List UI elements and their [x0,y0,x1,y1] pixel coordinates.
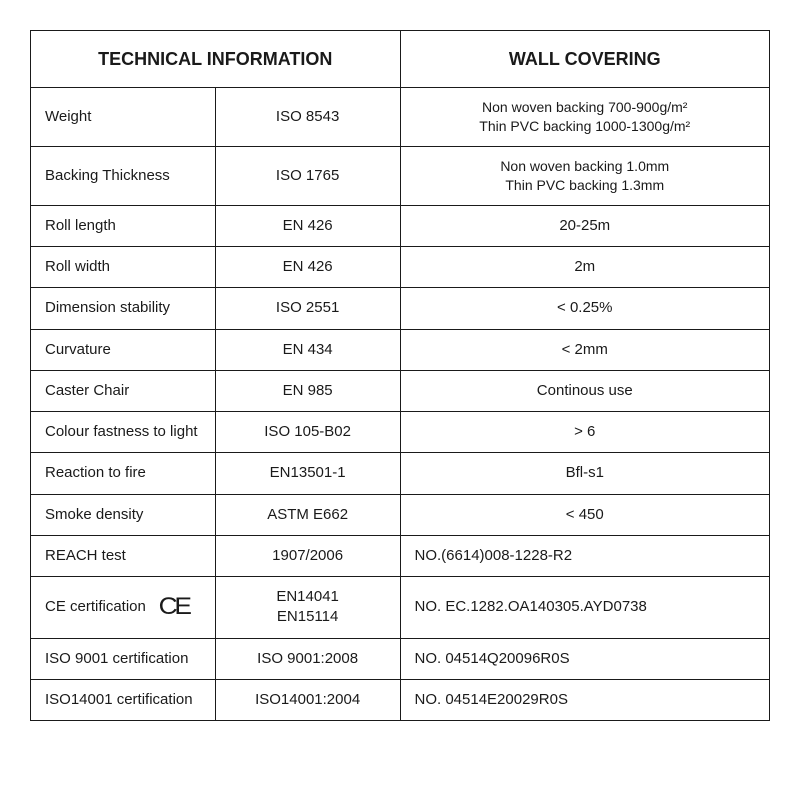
table-row: ISO 9001 certificationISO 9001:2008NO. 0… [31,638,770,679]
value-cell: Continous use [400,370,770,411]
property-cell: ISO 9001 certification [31,638,216,679]
standard-cell: EN 434 [215,329,400,370]
value-cell: NO.(6614)008-1228-R2 [400,535,770,576]
header-wall-covering: WALL COVERING [400,31,770,88]
standard-cell: ISO 9001:2008 [215,638,400,679]
spec-table: TECHNICAL INFORMATION WALL COVERING Weig… [30,30,770,721]
table-row: WeightISO 8543Non woven backing 700-900g… [31,88,770,147]
value-cell: 2m [400,247,770,288]
property-cell: Curvature [31,329,216,370]
table-row: Smoke densityASTM E662< 450 [31,494,770,535]
value-cell: Bfl-s1 [400,453,770,494]
table-body: WeightISO 8543Non woven backing 700-900g… [31,88,770,721]
value-cell: NO. EC.1282.OA140305.AYD0738 [400,577,770,639]
value-line: Non woven backing 1.0mm [415,157,756,176]
standard-cell: ISO14001:2004 [215,679,400,720]
standard-cell: ISO 8543 [215,88,400,147]
value-cell: 20-25m [400,205,770,246]
value-line: Thin PVC backing 1000-1300g/m² [415,117,756,136]
property-cell: Roll width [31,247,216,288]
property-cell: Dimension stability [31,288,216,329]
standard-cell: ISO 1765 [215,147,400,206]
standard-cell: ISO 105-B02 [215,412,400,453]
standard-line: EN14041 [230,587,386,607]
standard-cell: ASTM E662 [215,494,400,535]
value-cell: < 450 [400,494,770,535]
header-tech-info: TECHNICAL INFORMATION [31,31,401,88]
property-cell: Weight [31,88,216,147]
value-cell: < 2mm [400,329,770,370]
ce-mark-icon: CE [159,591,189,623]
property-cell: Reaction to fire [31,453,216,494]
standard-cell: EN13501-1 [215,453,400,494]
value-cell: NO. 04514E20029R0S [400,679,770,720]
property-cell: Caster Chair [31,370,216,411]
table-row: Roll lengthEN 42620-25m [31,205,770,246]
property-cell: Backing Thickness [31,147,216,206]
standard-cell: EN 985 [215,370,400,411]
property-cell: ISO14001 certification [31,679,216,720]
value-line: Non woven backing 700-900g/m² [415,98,756,117]
standard-cell: EN 426 [215,205,400,246]
standard-cell: EN 426 [215,247,400,288]
table-row: CurvatureEN 434< 2mm [31,329,770,370]
table-row: ISO14001 certificationISO14001:2004NO. 0… [31,679,770,720]
table-row: CE certificationCEEN14041EN15114NO. EC.1… [31,577,770,639]
property-cell: CE certification CE [31,577,216,639]
table-row: Roll widthEN 4262m [31,247,770,288]
property-cell: Smoke density [31,494,216,535]
property-cell: Roll length [31,205,216,246]
standard-cell: EN14041EN15114 [215,577,400,639]
value-cell: > 6 [400,412,770,453]
value-cell: Non woven backing 700-900g/m²Thin PVC ba… [400,88,770,147]
value-cell: Non woven backing 1.0mmThin PVC backing … [400,147,770,206]
standard-line: EN15114 [230,607,386,627]
standard-cell: 1907/2006 [215,535,400,576]
value-cell: < 0.25% [400,288,770,329]
value-line: Thin PVC backing 1.3mm [415,176,756,195]
property-label: CE certification [45,597,146,617]
table-row: Reaction to fireEN13501-1Bfl-s1 [31,453,770,494]
property-cell: REACH test [31,535,216,576]
table-row: Colour fastness to lightISO 105-B02> 6 [31,412,770,453]
table-row: Backing ThicknessISO 1765Non woven backi… [31,147,770,206]
table-header-row: TECHNICAL INFORMATION WALL COVERING [31,31,770,88]
standard-cell: ISO 2551 [215,288,400,329]
table-row: REACH test1907/2006NO.(6614)008-1228-R2 [31,535,770,576]
property-cell: Colour fastness to light [31,412,216,453]
table-row: Dimension stabilityISO 2551< 0.25% [31,288,770,329]
table-row: Caster ChairEN 985Continous use [31,370,770,411]
value-cell: NO. 04514Q20096R0S [400,638,770,679]
